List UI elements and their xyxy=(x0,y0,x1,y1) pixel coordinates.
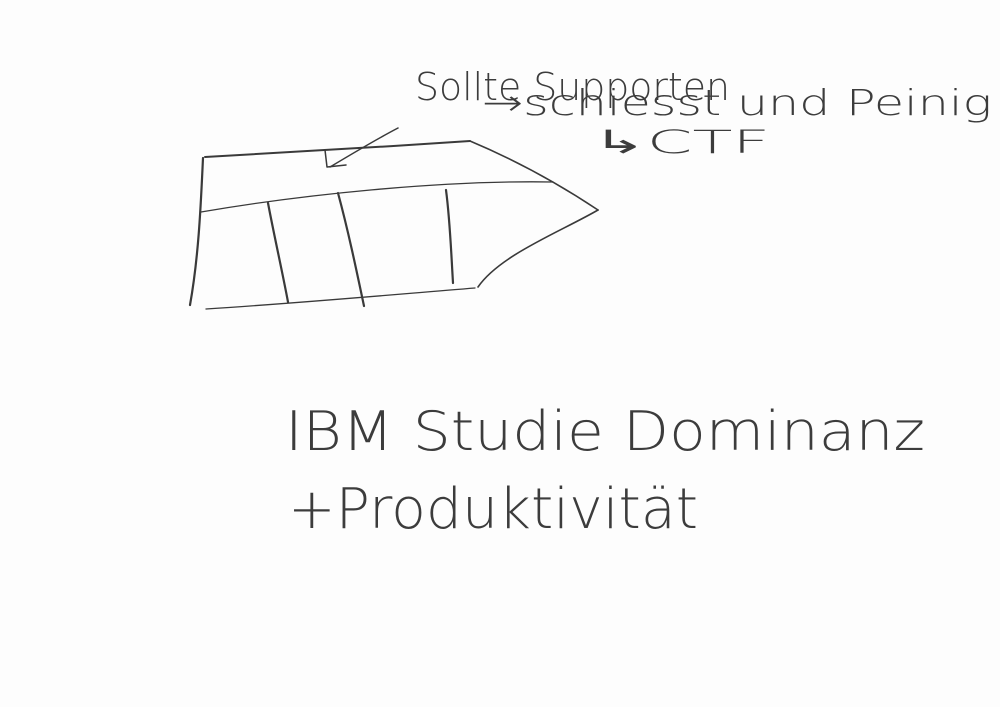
divider-3 xyxy=(444,188,455,285)
shape-tip-upper xyxy=(469,140,599,211)
caption-line-2: +Produktivität xyxy=(288,477,698,542)
pointer-arrow-head xyxy=(324,149,347,168)
caption-line-1: IBM Studie Dominanz xyxy=(285,400,925,463)
note-line-2: →schiesst und Peinig xyxy=(482,83,992,124)
handwritten-caption: IBM Studie Dominanz +Produktivität xyxy=(285,400,925,542)
note-line-3: ↳CTF xyxy=(592,123,770,161)
pointer-arrow xyxy=(324,127,399,168)
shape-left-edge xyxy=(188,156,205,307)
divider-2 xyxy=(336,191,366,308)
shape-middle-line xyxy=(200,181,554,213)
shape-top-edge xyxy=(204,140,471,158)
pointer-arrow-shaft xyxy=(329,127,399,168)
handwritten-note: Sollte Supporten →schiesst und Peinig ↳C… xyxy=(415,65,992,161)
divider-1 xyxy=(266,201,290,304)
shape-bottom-edge xyxy=(205,287,476,310)
shape-tip-lower xyxy=(477,209,599,288)
arrow-shape-sketch xyxy=(188,140,599,310)
note-line-1: Sollte Supporten xyxy=(415,65,730,109)
